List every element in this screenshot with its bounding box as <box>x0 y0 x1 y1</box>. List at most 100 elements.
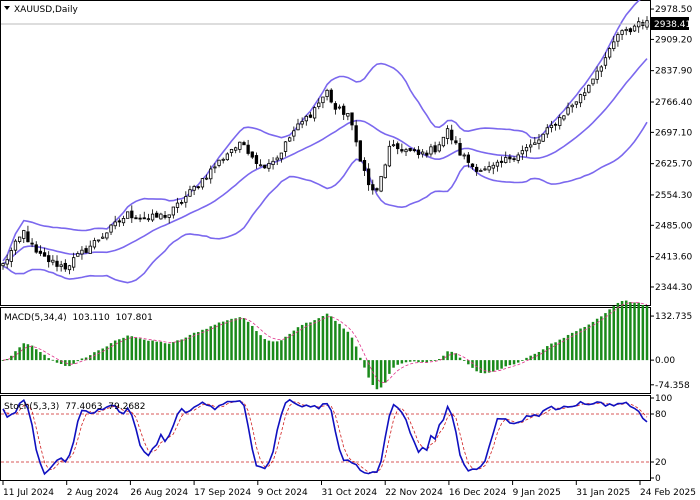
candle-body <box>553 123 558 126</box>
candle-body <box>204 177 209 180</box>
candle-body <box>529 144 533 148</box>
candle <box>101 233 105 239</box>
candle-body <box>76 253 80 257</box>
candle-body <box>171 206 175 216</box>
stoch-tick-label: 80 <box>655 410 667 420</box>
candle <box>51 255 55 266</box>
candle-body <box>196 186 200 189</box>
candle-body <box>150 213 155 221</box>
macd-panel[interactable]: MACD(5,34,4) 103.110 107.801 132.735 0.00… <box>0 300 693 394</box>
chevron-down-icon[interactable] <box>4 6 10 10</box>
macd-bar <box>288 333 291 361</box>
candle <box>155 210 159 218</box>
candle <box>184 191 188 208</box>
candle-body <box>562 115 566 120</box>
candle-body <box>499 160 504 163</box>
candle-body <box>125 211 130 219</box>
candle-body <box>383 164 387 179</box>
candle-body <box>109 224 113 233</box>
candle <box>246 139 250 156</box>
candle-body <box>441 136 446 147</box>
candle-body <box>541 133 545 142</box>
macd-bar <box>467 360 470 365</box>
candle <box>612 35 616 52</box>
candle-body <box>138 217 142 220</box>
candle <box>146 213 151 222</box>
candle-body <box>379 175 383 192</box>
candle <box>125 211 130 219</box>
candle-body <box>217 159 221 166</box>
candle <box>317 98 321 110</box>
macd-bar <box>500 360 503 369</box>
macd-bar <box>5 359 9 361</box>
candle <box>308 112 313 119</box>
macd-bar <box>201 329 204 361</box>
time-tick-label: 31 Jan 2025 <box>576 488 630 498</box>
macd-bar <box>209 326 212 361</box>
candle-body <box>188 189 192 197</box>
candle-body <box>134 217 138 220</box>
candle <box>583 87 587 101</box>
candle-body <box>420 151 425 155</box>
candle-body <box>354 125 358 143</box>
candle <box>475 163 479 176</box>
stoch-axis: 100 80 20 0 <box>650 394 672 484</box>
stoch-tick-label: 0 <box>655 474 661 484</box>
macd-bar <box>55 360 59 363</box>
candle-body <box>491 164 495 169</box>
macd-bar <box>483 360 487 374</box>
candle <box>366 163 371 191</box>
candle-body <box>234 147 238 151</box>
candle <box>520 145 525 160</box>
candle <box>250 151 254 160</box>
symbol-title: XAUUSD,Daily <box>14 5 78 15</box>
macd-bar <box>591 321 595 361</box>
candle-body <box>167 214 171 218</box>
macd-bar <box>608 309 611 361</box>
candle-body <box>516 154 520 161</box>
candle-body <box>22 230 26 239</box>
candle <box>80 246 84 260</box>
candle-body <box>296 123 300 131</box>
candle-body <box>130 210 134 219</box>
candle <box>267 159 271 172</box>
candle-body <box>337 106 342 109</box>
macd-bar <box>413 360 416 362</box>
price-panel[interactable]: XAUUSD,Daily 2978.50 2909.20 2837.90 2766.4… <box>0 0 693 306</box>
candle <box>84 245 88 254</box>
candle-body <box>55 260 59 267</box>
macd-bar <box>620 301 624 361</box>
macd-tick-label: -74.358 <box>655 381 690 391</box>
time-tick-label: 16 Dec 2024 <box>449 488 507 498</box>
stoch-panel[interactable]: Stoch(5,3,3) 77.4063 79.2682 100 80 20 0 <box>0 394 673 484</box>
stoch-value-2: 79.2682 <box>108 402 145 412</box>
candle-body <box>5 259 9 265</box>
macd-bar <box>251 325 254 361</box>
macd-bar <box>221 321 225 361</box>
candle <box>105 232 109 241</box>
macd-bar <box>508 360 512 366</box>
candle-body <box>545 127 549 135</box>
candle-body <box>329 89 333 103</box>
macd-bar <box>396 360 399 365</box>
macd-bar <box>438 359 441 361</box>
macd-bar <box>14 351 17 361</box>
candle-body <box>288 137 292 142</box>
candle <box>433 141 437 155</box>
candle <box>117 218 121 227</box>
macd-bar <box>562 337 566 361</box>
time-tick-label: 11 Jul 2024 <box>3 488 54 498</box>
candle <box>487 161 491 174</box>
candle <box>558 114 562 130</box>
candle <box>420 149 425 158</box>
candle <box>337 104 342 110</box>
candle-body <box>396 143 400 150</box>
last-price-tag-bg <box>651 17 689 30</box>
candle-body <box>17 236 22 242</box>
time-tick-label: 24 Feb 2025 <box>640 488 696 498</box>
macd-bar <box>271 341 275 361</box>
macd-bar <box>442 355 445 361</box>
candle-body <box>404 149 408 153</box>
time-tick-label: 22 Nov 2024 <box>385 488 443 498</box>
